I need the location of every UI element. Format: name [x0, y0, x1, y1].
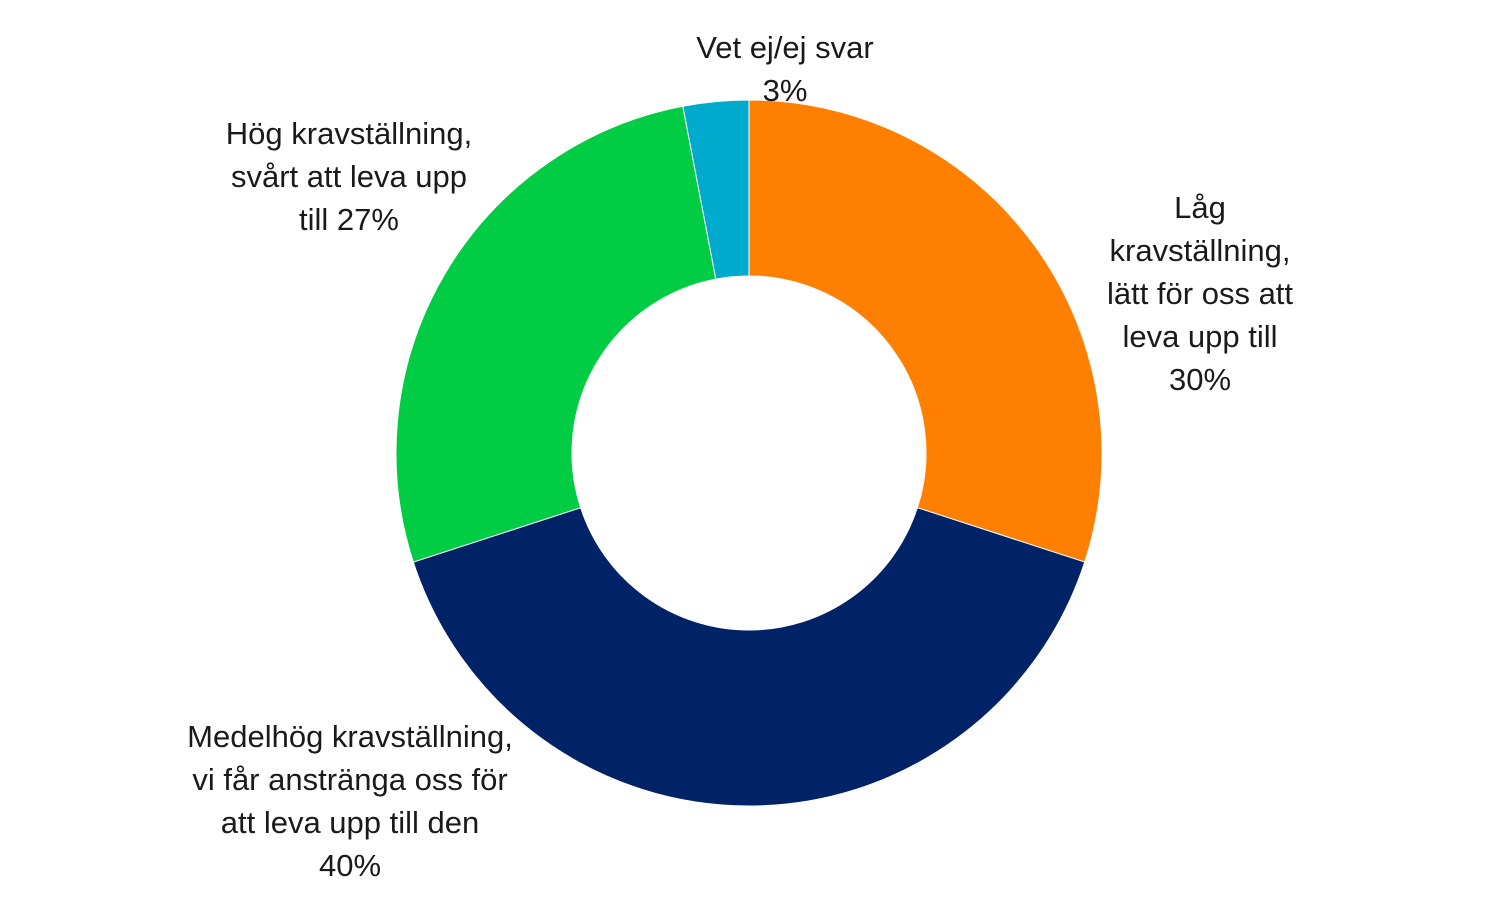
- donut-slice-medelhog: [412, 507, 1086, 807]
- slice-label-line: vi får anstränga oss för: [192, 762, 508, 797]
- donut-slice-vetej: [682, 99, 750, 280]
- slice-label-lag: Låg kravställning, lätt för oss att leva…: [1107, 186, 1293, 401]
- slice-group: [395, 99, 1103, 807]
- slice-value-label: 30%: [1168, 362, 1232, 397]
- slice-label-line: leva upp till: [1122, 319, 1278, 354]
- slice-value-label: 40%: [318, 848, 382, 883]
- slice-label-line: kravställning,: [1109, 233, 1291, 268]
- slice-label-line: Medelhög kravställning,: [187, 719, 513, 754]
- slice-label-vet-ej: Vet ej/ej svar 3%: [696, 26, 873, 112]
- donut-slice-hog: [395, 105, 717, 563]
- slice-label-medelhog: Medelhög kravställning, vi får anstränga…: [187, 715, 513, 887]
- slice-label-line: att leva upp till den: [220, 805, 480, 840]
- slice-label-line: Vet ej/ej svar: [696, 30, 874, 65]
- slice-label-line: lätt för oss att: [1106, 276, 1294, 311]
- slice-label-line: Hög kravställning,: [225, 116, 473, 151]
- slice-value-label: 3%: [762, 73, 808, 108]
- slice-label-line: Låg: [1174, 190, 1226, 225]
- donut-slice-lag: [748, 99, 1103, 563]
- slice-label-line: svårt att leva upp: [230, 159, 468, 194]
- slice-label-hog: Hög kravställning, svårt att leva upp ti…: [226, 112, 472, 241]
- slice-value-label: till 27%: [299, 202, 399, 237]
